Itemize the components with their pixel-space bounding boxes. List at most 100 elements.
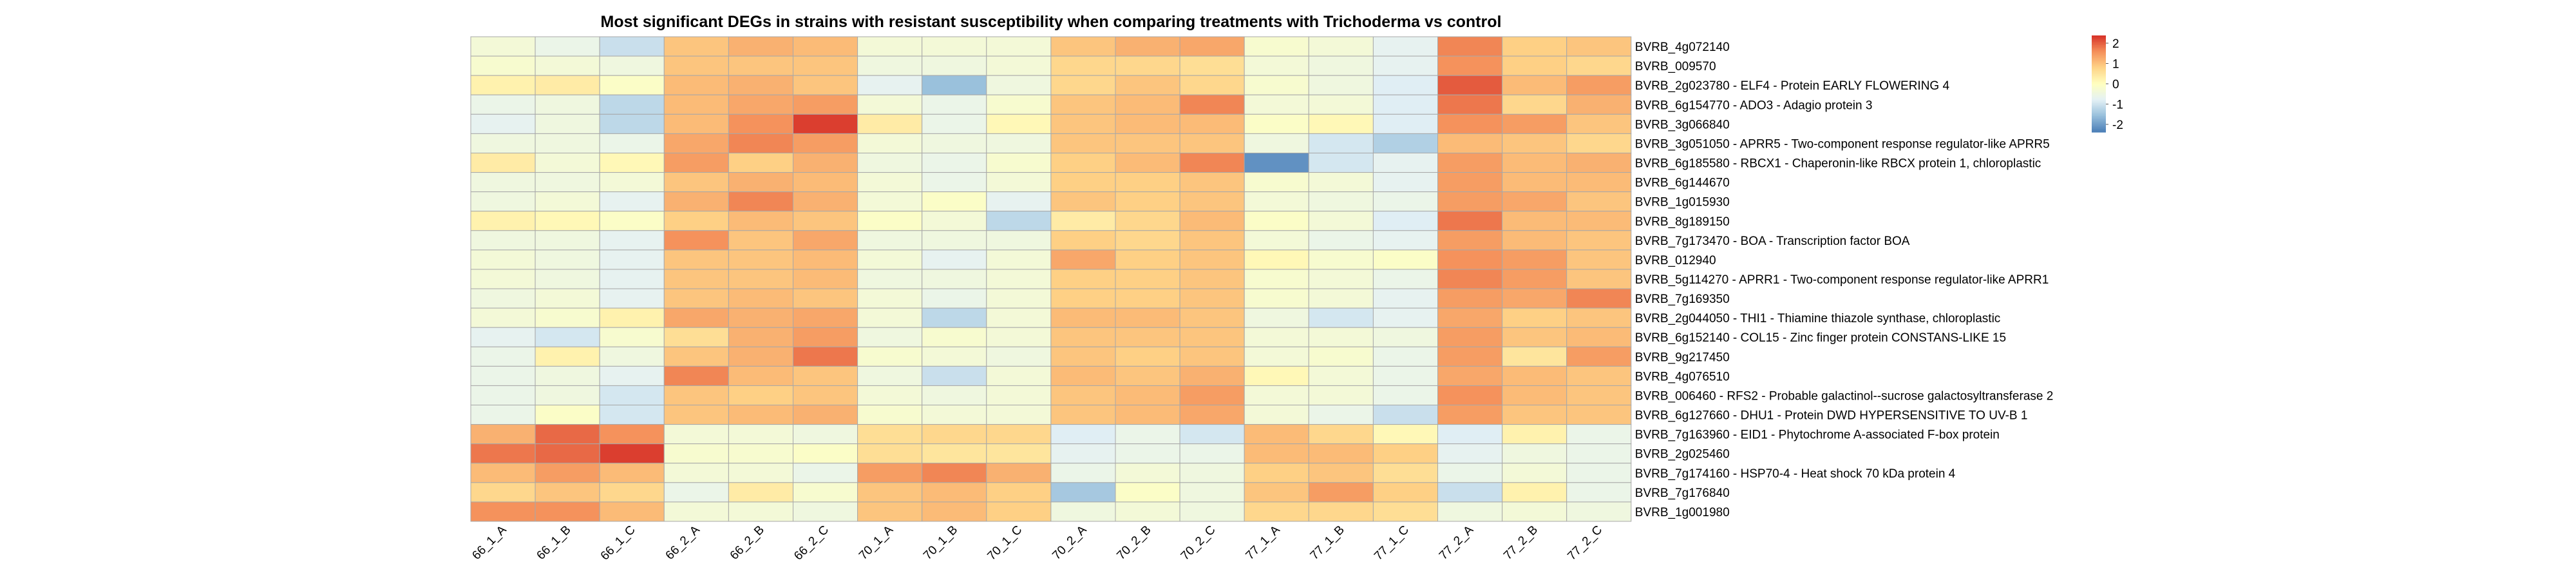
heatmap-cell xyxy=(1179,385,1245,406)
heatmap-cell xyxy=(535,133,600,153)
heatmap-cell xyxy=(1115,230,1180,251)
legend-swatch xyxy=(2092,58,2106,61)
heatmap-cell xyxy=(599,365,665,386)
heatmap-cell xyxy=(1115,501,1180,522)
heatmap-cell xyxy=(1179,113,1245,134)
heatmap-cell xyxy=(986,191,1052,212)
heatmap-cell xyxy=(1050,501,1116,522)
row-label: BVRB_6g127660 - DHU1 - Protein DWD HYPER… xyxy=(1635,409,2028,423)
column-label: 70_1_B xyxy=(921,523,960,563)
legend-swatch xyxy=(2092,35,2106,38)
heatmap-cell xyxy=(986,172,1052,193)
heatmap-cell xyxy=(1308,501,1374,522)
heatmap-cell xyxy=(1372,365,1438,386)
heatmap-cell xyxy=(793,443,858,464)
heatmap-cell xyxy=(1244,191,1309,212)
heatmap-cell xyxy=(599,249,665,270)
legend-swatch xyxy=(2092,68,2106,70)
heatmap-cell xyxy=(599,424,665,445)
row-label: BVRB_012940 xyxy=(1635,254,1716,267)
column-label: 70_1_C xyxy=(985,523,1025,563)
heatmap-cell xyxy=(599,327,665,347)
heatmap-cell xyxy=(1502,113,1567,134)
heatmap-cell xyxy=(1308,172,1374,193)
heatmap-cell xyxy=(1372,346,1438,367)
heatmap-cell xyxy=(986,133,1052,153)
heatmap-cell xyxy=(1372,424,1438,445)
legend-swatch xyxy=(2092,75,2106,78)
heatmap-cell xyxy=(1308,405,1374,425)
heatmap-cell xyxy=(1179,75,1245,95)
heatmap-cell xyxy=(1050,113,1116,134)
heatmap-cell xyxy=(986,113,1052,134)
heatmap-cell xyxy=(470,346,536,367)
heatmap-cell xyxy=(470,191,536,212)
heatmap-cell xyxy=(922,463,987,483)
heatmap-cell xyxy=(728,133,794,153)
heatmap-cell xyxy=(1566,365,1632,386)
heatmap-cell xyxy=(599,501,665,522)
heatmap-cell xyxy=(1308,424,1374,445)
heatmap-cell xyxy=(986,269,1052,289)
heatmap-cell xyxy=(1372,133,1438,153)
heatmap-cell xyxy=(793,463,858,483)
heatmap-cell xyxy=(663,463,729,483)
heatmap-cell xyxy=(857,94,923,115)
heatmap-cell xyxy=(663,269,729,289)
heatmap-cell xyxy=(857,501,923,522)
heatmap-cell xyxy=(857,230,923,251)
heatmap-cell xyxy=(1566,75,1632,95)
heatmap-cell xyxy=(1179,172,1245,193)
heatmap-cell xyxy=(470,36,536,57)
heatmap-cell xyxy=(1050,211,1116,231)
legend-tick-label: -1 xyxy=(2112,99,2123,112)
heatmap-cell xyxy=(1437,365,1503,386)
heatmap-cell xyxy=(1244,55,1309,76)
heatmap-cell xyxy=(1308,94,1374,115)
heatmap-cell xyxy=(1244,501,1309,522)
heatmap-cell xyxy=(1437,172,1503,193)
heatmap-cell xyxy=(1244,288,1309,309)
heatmap-cell xyxy=(1179,269,1245,289)
heatmap-cell xyxy=(1244,463,1309,483)
heatmap-cell xyxy=(535,269,600,289)
heatmap-cell xyxy=(986,230,1052,251)
heatmap-cell xyxy=(1244,405,1309,425)
chart-title: Most significant DEGs in strains with re… xyxy=(600,13,1502,31)
heatmap-cell xyxy=(663,191,729,212)
heatmap-cell xyxy=(1437,463,1503,483)
heatmap-cell xyxy=(922,133,987,153)
legend-swatch xyxy=(2092,93,2106,96)
heatmap-cell xyxy=(1437,191,1503,212)
heatmap-cell xyxy=(922,75,987,95)
legend-swatch xyxy=(2092,110,2106,112)
heatmap-cell xyxy=(535,501,600,522)
heatmap-cell xyxy=(663,249,729,270)
heatmap-cell xyxy=(1502,75,1567,95)
heatmap-cell xyxy=(1308,36,1374,57)
heatmap-cell xyxy=(986,55,1052,76)
legend-swatch xyxy=(2092,108,2106,110)
heatmap-cell xyxy=(1244,327,1309,347)
heatmap-cell xyxy=(1179,152,1245,173)
heatmap-cell xyxy=(1437,36,1503,57)
heatmap-cell xyxy=(1437,133,1503,153)
heatmap-cell xyxy=(1115,307,1180,328)
heatmap-cell xyxy=(1372,211,1438,231)
heatmap-cell xyxy=(1372,269,1438,289)
legend-swatch xyxy=(2092,88,2106,91)
legend-swatch xyxy=(2092,122,2106,125)
heatmap-cell xyxy=(1308,269,1374,289)
legend-swatch xyxy=(2092,82,2106,84)
row-label: BVRB_2g023780 - ELF4 - Protein EARLY FLO… xyxy=(1635,79,1950,93)
heatmap-cell xyxy=(599,482,665,503)
heatmap-cell xyxy=(1244,443,1309,464)
legend-swatch xyxy=(2092,37,2106,39)
heatmap-cell xyxy=(535,36,600,57)
heatmap-cell xyxy=(1566,191,1632,212)
heatmap-cell xyxy=(599,191,665,212)
heatmap-cell xyxy=(728,269,794,289)
heatmap-cell xyxy=(1115,94,1180,115)
heatmap-cell xyxy=(1179,463,1245,483)
heatmap-cell xyxy=(1179,405,1245,425)
